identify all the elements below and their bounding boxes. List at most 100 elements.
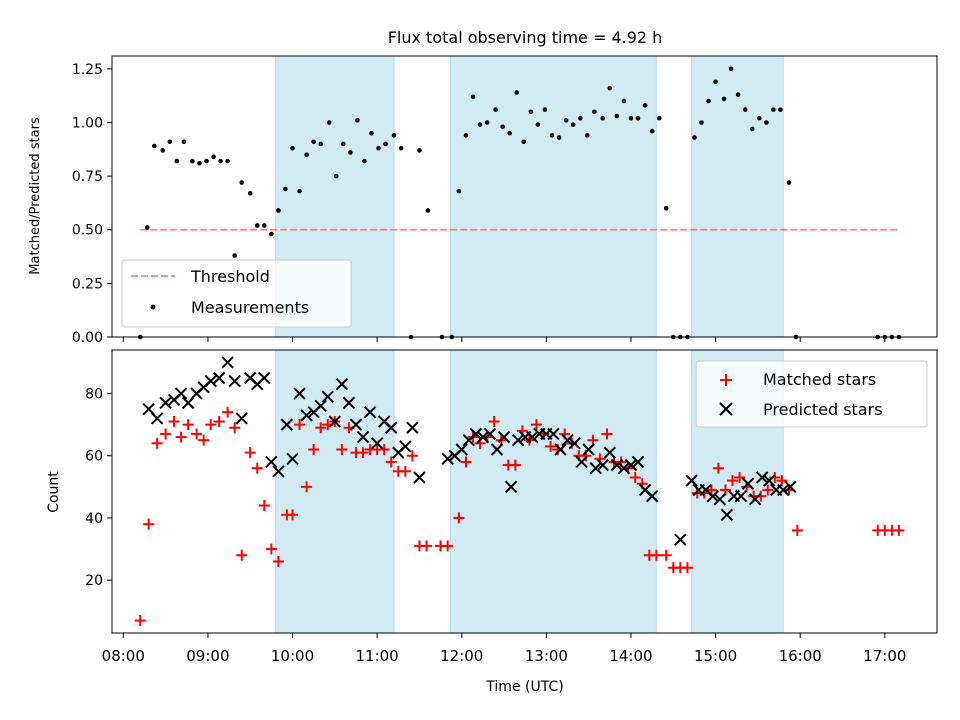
measurement-point [514, 90, 520, 95]
measurement-point [749, 126, 755, 132]
predicted-star-point [265, 455, 278, 469]
measurement-point [556, 135, 562, 140]
measurement-point [470, 94, 476, 100]
matched-star-point [168, 416, 180, 428]
predicted-star-point [174, 387, 188, 400]
measurement-point [239, 180, 245, 185]
predicted-star-point [321, 390, 334, 403]
predicted-legend-swatch [719, 402, 733, 416]
measurement-point [318, 141, 324, 147]
bottom-xtick-label: 10:00 [271, 647, 314, 665]
predicted-star-point [596, 458, 609, 472]
measurement-point [456, 188, 462, 194]
measurement-point [607, 85, 613, 91]
matched-star-point [160, 428, 172, 440]
bottom-xtick-label: 11:00 [356, 647, 399, 665]
predicted-star-point [617, 461, 631, 475]
predicted-stars-points [142, 356, 797, 546]
predicted-legend-label: Predicted stars [763, 400, 883, 419]
measurement-point [577, 115, 583, 121]
predicted-star-point [258, 371, 271, 385]
predicted-star-point [741, 477, 755, 490]
predicted-star-point [777, 483, 790, 497]
matched-star-point [587, 434, 599, 446]
measurement-point [174, 158, 180, 164]
predicted-star-point [399, 440, 412, 453]
measurement-point [417, 148, 422, 153]
bottom-y-axis-ticks: 20 40 60 80 [85, 387, 112, 589]
matched-star-point [294, 419, 306, 431]
predicted-star-point [286, 452, 299, 466]
measurement-point [167, 139, 173, 145]
measurement-point [218, 158, 223, 164]
x-axis-label: Time (UTC) [485, 679, 563, 695]
matched-star-point [629, 472, 641, 484]
measurement-points [137, 66, 902, 340]
matched-star-point [734, 472, 746, 484]
matched-star-point [301, 481, 313, 493]
predicted-star-point [755, 471, 769, 484]
bottom-ytick-label: 60 [85, 449, 103, 465]
matched-stars-points [134, 406, 905, 627]
measurement-point [542, 107, 548, 112]
matched-star-point [650, 549, 662, 561]
threshold-legend-label: Threshold [190, 267, 270, 286]
measurement-point [376, 145, 381, 151]
measurement-point [204, 158, 209, 164]
predicted-star-point [674, 533, 687, 546]
matched-star-point [719, 484, 731, 496]
bottom-legend: Matched stars Predicted stars [695, 360, 928, 428]
measurement-point [160, 148, 166, 153]
matched-star-point [601, 428, 613, 440]
predicted-star-point [504, 480, 518, 494]
measurement-point [692, 135, 697, 140]
measurement-point [333, 173, 339, 179]
measurement-point [276, 208, 281, 213]
predicted-star-point [511, 433, 525, 447]
predicted-star-point [720, 508, 734, 522]
measurement-point [764, 120, 769, 125]
measurement-point [757, 115, 762, 121]
predicted-star-point [385, 421, 398, 434]
bottom-x-axis-ticks: 08:00 09:00 10:00 11:00 12:00 13:00 14:00 15:00… [102, 633, 906, 665]
measurement-point [232, 253, 237, 258]
measurement-point [425, 208, 431, 213]
measurement-point [721, 96, 727, 102]
matched-star-point [205, 419, 217, 431]
measurement-point [778, 107, 783, 112]
bottom-xtick-label: 15:00 [694, 647, 737, 665]
top-ytick-label: 0.75 [72, 169, 103, 185]
matched-star-point [198, 434, 210, 446]
top-y-axis-label: Matched/Predicted stars [28, 117, 43, 275]
measurement-point [355, 118, 360, 123]
predicted-star-point [610, 458, 624, 472]
predicted-star-point [228, 374, 241, 388]
measurement-point [477, 122, 483, 127]
matched-star-point [151, 437, 163, 449]
measurement-point [247, 190, 253, 196]
measurement-point [500, 124, 505, 130]
measurement-point [521, 139, 527, 145]
matched-star-point [509, 459, 521, 471]
measurement-point [383, 141, 388, 147]
bottom-y-axis-label: Count [46, 471, 62, 513]
matched-star-point [385, 456, 397, 468]
measurement-point [663, 205, 669, 211]
matched-star-point [712, 462, 724, 474]
bottom-ytick-label: 20 [85, 573, 103, 589]
measurement-point [635, 115, 641, 121]
predicted-star-point [575, 455, 588, 469]
predicted-star-point [349, 418, 363, 431]
measurement-point [535, 122, 541, 127]
bottom-xtick-label: 16:00 [779, 647, 822, 665]
measurement-point [190, 158, 195, 164]
predicted-star-point [413, 471, 426, 484]
measurement-point [656, 115, 662, 121]
matched-legend-swatch [720, 374, 732, 386]
predicted-star-point [762, 474, 776, 487]
matched-star-point [236, 549, 248, 561]
predicted-star-point [603, 446, 617, 459]
measurement-point [144, 225, 150, 230]
matched-star-point [530, 419, 542, 431]
